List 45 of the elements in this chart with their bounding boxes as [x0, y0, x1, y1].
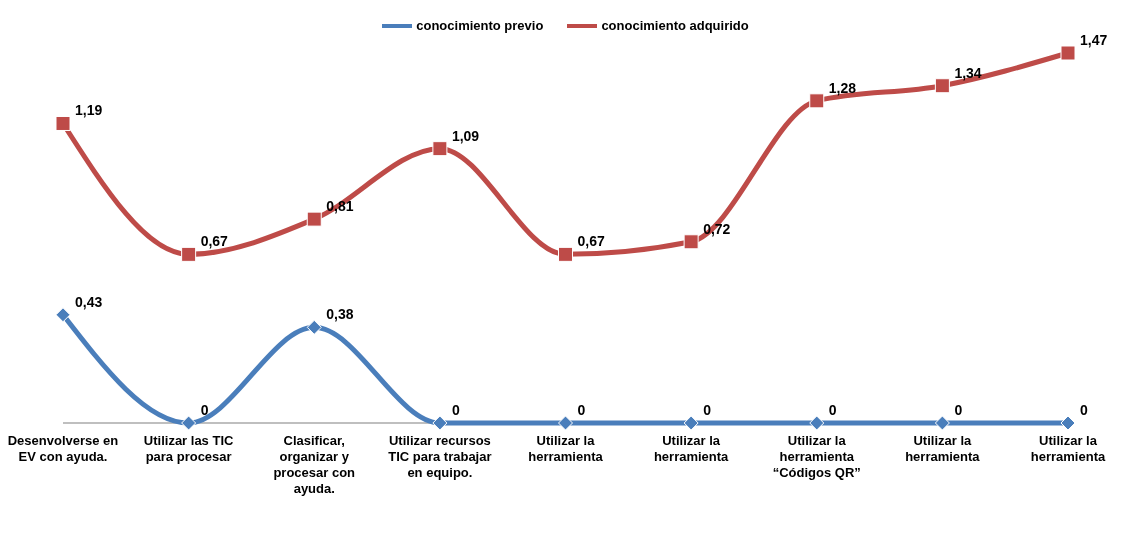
x-tick-label: Utilizar recursos TIC para trabajar en equipo. — [388, 433, 492, 480]
data-label: 0,38 — [326, 306, 354, 323]
point — [558, 415, 573, 431]
x-tick-label: Utilizar la herramienta “Códigos QR” — [772, 433, 861, 480]
x-tick-label: Desenvolverse en EV con ayuda. — [7, 433, 119, 464]
data-label: 0 — [1080, 402, 1088, 418]
data-label: 1,47 — [1080, 32, 1108, 48]
data-label: 0 — [451, 402, 460, 418]
point — [683, 234, 699, 250]
point — [1060, 45, 1076, 61]
legend-label: conocimiento adquirido — [600, 18, 749, 33]
x-tick-label: Utilizar las TIC para procesar — [143, 433, 235, 464]
point — [683, 415, 699, 431]
data-label: 0,67 — [577, 233, 605, 250]
point — [934, 415, 950, 431]
point — [809, 415, 825, 431]
point — [934, 78, 950, 94]
data-label: 1,28 — [828, 79, 857, 96]
legend-label: conocimiento previo — [415, 18, 544, 33]
point — [306, 319, 322, 335]
point — [55, 115, 71, 131]
x-tick-label: Utilizar la herramienta — [1030, 433, 1106, 464]
point — [181, 246, 197, 262]
x-tick-label: Utilizar la herramienta — [905, 433, 981, 464]
data-label: 0 — [200, 402, 209, 418]
data-label: 1,09 — [451, 127, 480, 144]
point — [306, 211, 322, 227]
x-tick-label: Utilizar la herramienta — [653, 433, 730, 464]
point — [181, 415, 197, 431]
data-label: 0 — [577, 402, 586, 418]
point — [558, 246, 573, 262]
point — [432, 141, 448, 157]
point — [1060, 415, 1076, 431]
data-label: 1,34 — [954, 64, 982, 81]
data-label: 0,67 — [200, 233, 229, 250]
point — [809, 93, 825, 109]
x-tick-label: Utilizar la herramienta — [528, 433, 604, 464]
x-tick-label: Clasificar, organizar y procesar con ayuda. — [273, 433, 356, 496]
point — [432, 415, 448, 431]
data-label: 0,43 — [75, 293, 103, 310]
data-label: 0 — [828, 402, 837, 418]
data-label: 0 — [954, 402, 963, 418]
data-label: 0 — [703, 402, 712, 418]
point — [55, 307, 71, 323]
data-label: 1,19 — [75, 102, 103, 119]
